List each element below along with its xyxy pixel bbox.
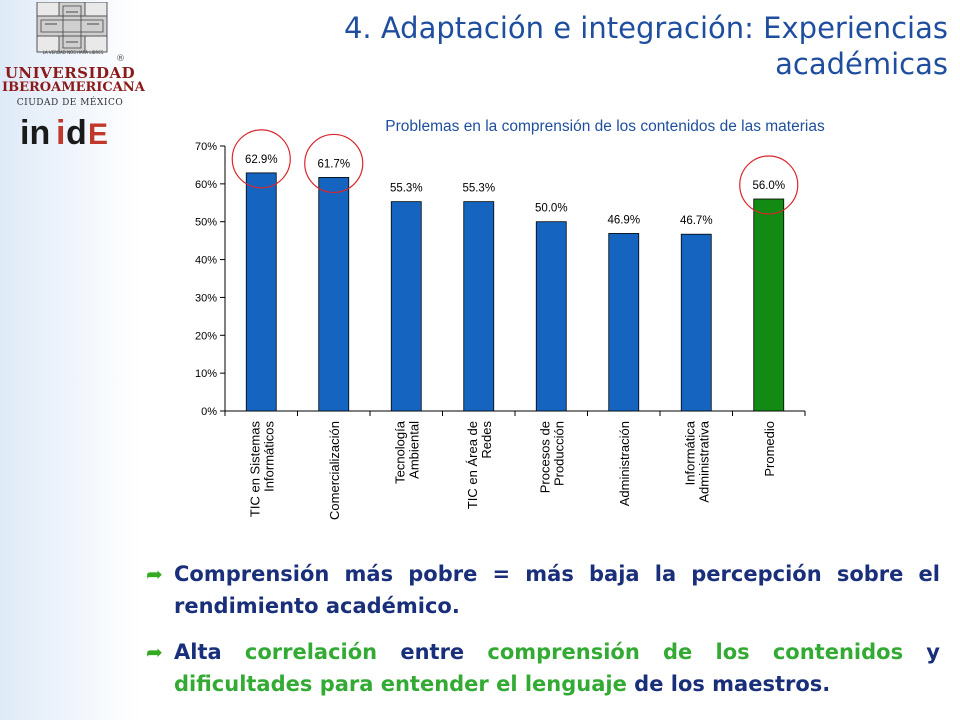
category-label-line: Informáticos (261, 421, 276, 492)
bullet-text-2: Alta correlación entre comprensión de lo… (174, 640, 940, 696)
category-label: Promedio (762, 421, 777, 477)
category-label-line: Informática (682, 420, 697, 485)
sidebar-panel: LA VERDAD NOS HARÁ LIBRES ® UNIVERSIDAD … (0, 0, 145, 720)
bullet-list: ➦ Comprensión más pobre = más baja la pe… (146, 558, 940, 714)
bullet-segment: entre (400, 640, 488, 664)
arrow-bullet-icon: ➦ (146, 562, 163, 586)
category-label-line: Administrativa (696, 420, 711, 502)
category-label-line: Promedio (762, 421, 777, 477)
highlight-circle (304, 133, 364, 194)
bullet-segment: de los maestros. (634, 672, 831, 696)
category-label: TIC en Sistemas Informáticos (247, 421, 276, 518)
category-label: Procesos de Producción (537, 421, 566, 493)
highlight-circle (231, 129, 291, 189)
category-label-line: Ambiental (406, 421, 421, 479)
category-label: Comercialización (327, 421, 342, 520)
data-label: 46.9% (607, 214, 640, 226)
inide-logo-text-c: d (66, 114, 87, 152)
university-name-line2: IBEROAMERICANA (2, 80, 145, 95)
slide-title-part2: Experiencias (763, 11, 948, 45)
inide-logo-text-d: E (88, 118, 108, 151)
chart-svg: Problemas en la comprensión de los conte… (195, 118, 825, 520)
inide-logo-text-a: in (20, 114, 50, 152)
slide-title-line2: académicas (775, 47, 948, 81)
bar (390, 201, 422, 412)
category-label: Informática Administrativa (682, 420, 711, 502)
data-label: 55.3% (462, 183, 495, 195)
bar (318, 177, 350, 412)
bar (680, 233, 712, 412)
category-label: Administración (617, 421, 632, 506)
data-label: 61.7% (317, 158, 350, 170)
category-label-line: TIC en Sistemas (247, 421, 262, 518)
bar (753, 198, 785, 412)
university-seal-icon (36, 2, 108, 53)
category-label-line: Comercialización (327, 421, 342, 520)
bar (463, 201, 495, 412)
data-label: 55.3% (390, 183, 423, 195)
inide-logo: in i d E (20, 114, 108, 152)
category-label-line: Redes (479, 421, 494, 459)
university-motto: LA VERDAD NOS HARÁ LIBRES (42, 50, 104, 55)
category-label-line: Tecnología (392, 420, 407, 484)
inide-logo-text-b: i (56, 114, 65, 152)
bar (608, 233, 640, 412)
bullet-segment: correlación (244, 640, 401, 664)
category-label-line: TIC en Área de (465, 421, 480, 509)
bullet-segment: Comprensión más pobre = más baja la perc… (174, 562, 940, 618)
slide-title: 4. Adaptación e integración: Experiencia… (248, 10, 948, 82)
bullet-segment: comprensión de los contenidos (487, 640, 927, 664)
bullet-segment: Alta (174, 640, 245, 664)
category-label-line: Producción (551, 421, 566, 486)
y-tick-label: 60% (195, 179, 217, 191)
bullet-segment: dificultades para entender el lenguaje (174, 672, 635, 696)
bar (245, 172, 277, 412)
university-city: CIUDAD DE MÉXICO (16, 98, 124, 108)
university-name-line1: UNIVERSIDAD (4, 64, 136, 82)
y-tick-label: 40% (195, 255, 217, 267)
bullet-item-1: ➦ Comprensión más pobre = más baja la pe… (146, 558, 940, 622)
category-label: TIC en Área de Redes (465, 421, 494, 510)
data-label: 50.0% (535, 203, 568, 215)
bar-chart: Problemas en la comprensión de los conte… (140, 106, 940, 556)
highlight-circle (739, 155, 799, 215)
y-tick-label: 30% (195, 292, 217, 304)
y-tick-label: 20% (195, 330, 217, 342)
registered-mark: ® (116, 54, 125, 64)
bullet-text-1: Comprensión más pobre = más baja la perc… (174, 562, 940, 618)
data-label: 56.0% (752, 180, 785, 192)
category-label: Tecnología Ambiental (392, 420, 421, 484)
bar (535, 221, 567, 412)
data-label: 46.7% (680, 215, 713, 227)
chart-title: Problemas en la comprensión de los conte… (385, 118, 825, 135)
y-tick-label: 50% (195, 217, 217, 229)
category-label-line: Administración (617, 421, 632, 506)
category-label-line: Procesos de (537, 421, 552, 493)
bullet-segment: y (926, 640, 940, 664)
y-tick-label: 70% (195, 141, 217, 153)
data-label: 62.9% (245, 154, 278, 166)
y-tick-label: 10% (195, 368, 217, 380)
bullet-item-2: ➦ Alta correlación entre comprensión de … (146, 636, 940, 700)
arrow-bullet-icon: ➦ (146, 640, 163, 664)
slide-title-part1: 4. Adaptación e integración: (343, 11, 754, 45)
y-tick-label: 0% (201, 406, 217, 418)
